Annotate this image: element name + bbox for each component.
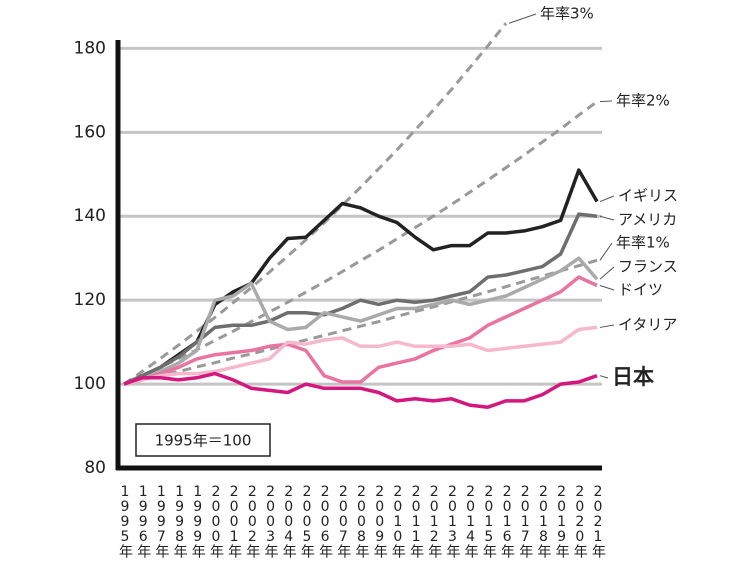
- series-label: 年率2%: [616, 92, 670, 110]
- base-note: 1995年＝100: [155, 432, 252, 450]
- leader-line: [599, 195, 615, 203]
- note-box: [135, 423, 271, 457]
- x-tick-label: 2008年: [353, 484, 370, 557]
- x-tick-label: 2019年: [553, 484, 570, 557]
- series-line: [123, 22, 508, 386]
- x-tick-label: 2002年: [244, 484, 261, 557]
- series-label: 年率1%: [616, 234, 670, 252]
- x-tick-label: 2015年: [480, 484, 497, 557]
- x-tick-label: 2004年: [280, 484, 297, 557]
- x-tick-label: 1998年: [171, 484, 188, 557]
- x-tick-label: 2001年: [226, 484, 243, 557]
- y-tick-label: 80: [84, 458, 106, 478]
- leader-line: [599, 375, 609, 379]
- series-label: フランス: [618, 258, 678, 276]
- x-tick-label: 2007年: [335, 484, 352, 557]
- leader-line: [599, 242, 613, 261]
- series-line: [123, 258, 598, 386]
- y-tick-label: 180: [74, 38, 106, 58]
- series-label: ドイツ: [618, 281, 663, 299]
- y-tick-label: 160: [74, 122, 106, 142]
- x-tick-label: 2021年: [590, 484, 606, 557]
- series-label: 年率3%: [540, 5, 594, 23]
- series-line: [123, 325, 598, 386]
- series-line: [123, 371, 598, 409]
- series-label: アメリカ: [618, 211, 677, 229]
- leader-line: [599, 215, 615, 221]
- x-tick-label: 1999年: [189, 484, 206, 557]
- x-tick-label: 2005年: [298, 484, 315, 557]
- series-label: 日本: [612, 365, 654, 389]
- x-tick-label: 2003年: [262, 484, 279, 557]
- x-tick-label: 2011年: [408, 484, 425, 557]
- leader-line: [599, 100, 613, 103]
- leader-line: [508, 13, 537, 24]
- x-tick-label: 2016年: [499, 484, 516, 557]
- y-tick-label: 140: [74, 206, 106, 226]
- x-tick-label: 2000年: [207, 484, 224, 557]
- series-label: イタリア: [618, 316, 677, 334]
- x-tick-label: 1997年: [153, 484, 170, 557]
- x-tick-label: 1996年: [135, 484, 152, 557]
- x-tick-label: 2018年: [535, 484, 552, 557]
- leader-line: [599, 324, 615, 328]
- x-tick-label: 2020年: [571, 484, 588, 557]
- leader-line: [599, 284, 615, 291]
- y-tick-label: 100: [74, 374, 106, 394]
- x-tick-label: 2013年: [444, 484, 461, 557]
- x-tick-label: 2017年: [517, 484, 534, 557]
- x-tick-label: 2006年: [317, 484, 334, 557]
- leader-line: [599, 266, 615, 280]
- series-line: [123, 100, 598, 386]
- series-line: [123, 275, 598, 386]
- x-tick-label: 1995年: [117, 484, 133, 557]
- series-line: [123, 256, 599, 386]
- x-tick-label: 2014年: [462, 484, 479, 557]
- x-tick-label: 2012年: [426, 484, 443, 557]
- x-tick-label: 2010年: [389, 484, 406, 557]
- y-tick-label: 120: [74, 290, 106, 310]
- series-label: イギリス: [618, 187, 678, 205]
- x-tick-label: 2009年: [371, 484, 388, 557]
